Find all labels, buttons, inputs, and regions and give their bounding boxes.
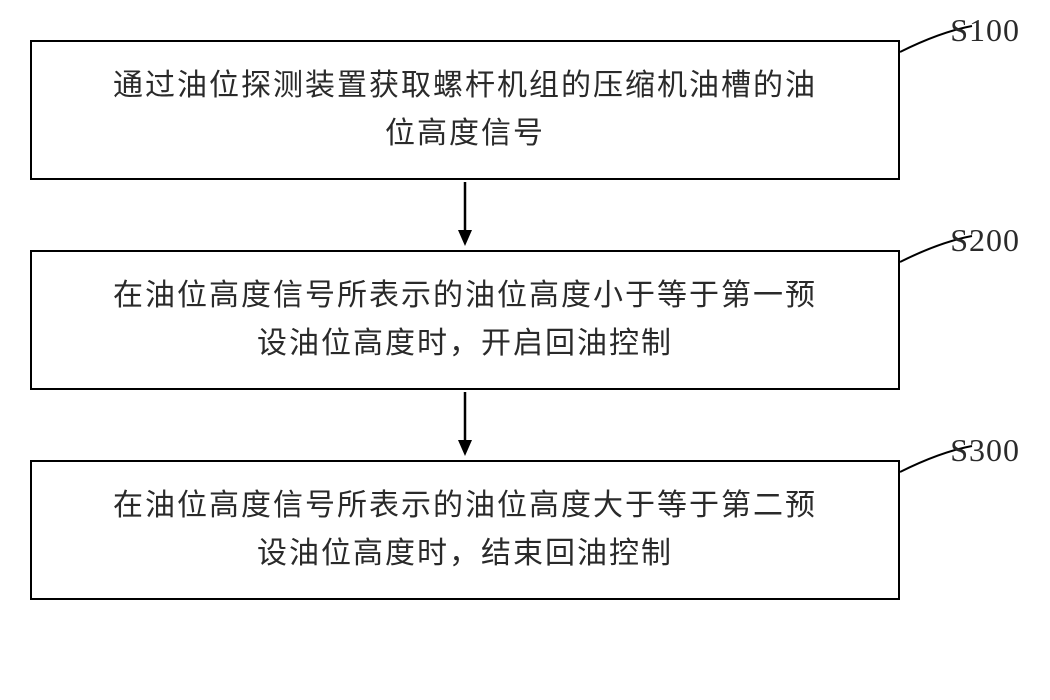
step-label-s100: S100	[950, 12, 1020, 49]
step-box-s100: 通过油位探测装置获取螺杆机组的压缩机油槽的油 位高度信号	[30, 40, 900, 180]
step-label-s300: S300	[950, 432, 1020, 469]
step-text-s300-line1: 在油位高度信号所表示的油位高度大于等于第二预	[62, 482, 868, 530]
step-text-s200-line1: 在油位高度信号所表示的油位高度小于等于第一预	[62, 272, 868, 320]
arrow-svg-2	[450, 390, 480, 460]
step-row-s200: 在油位高度信号所表示的油位高度小于等于第一预 设油位高度时，开启回油控制 S20…	[30, 250, 1020, 390]
step-box-s200: 在油位高度信号所表示的油位高度小于等于第一预 设油位高度时，开启回油控制	[30, 250, 900, 390]
step-text-s300-line2: 设油位高度时，结束回油控制	[62, 530, 868, 578]
step-text-s100-line2: 位高度信号	[62, 110, 868, 158]
step-box-s300: 在油位高度信号所表示的油位高度大于等于第二预 设油位高度时，结束回油控制	[30, 460, 900, 600]
step-row-s100: 通过油位探测装置获取螺杆机组的压缩机油槽的油 位高度信号 S100	[30, 40, 1020, 180]
flowchart-container: 通过油位探测装置获取螺杆机组的压缩机油槽的油 位高度信号 S100 在油位高度信…	[30, 40, 1020, 600]
arrow-svg-1	[450, 180, 480, 250]
arrow-s100-s200	[30, 180, 900, 250]
step-text-s200-line2: 设油位高度时，开启回油控制	[62, 320, 868, 368]
arrow-s200-s300	[30, 390, 900, 460]
step-row-s300: 在油位高度信号所表示的油位高度大于等于第二预 设油位高度时，结束回油控制 S30…	[30, 460, 1020, 600]
step-text-s100-line1: 通过油位探测装置获取螺杆机组的压缩机油槽的油	[62, 62, 868, 110]
step-label-s200: S200	[950, 222, 1020, 259]
